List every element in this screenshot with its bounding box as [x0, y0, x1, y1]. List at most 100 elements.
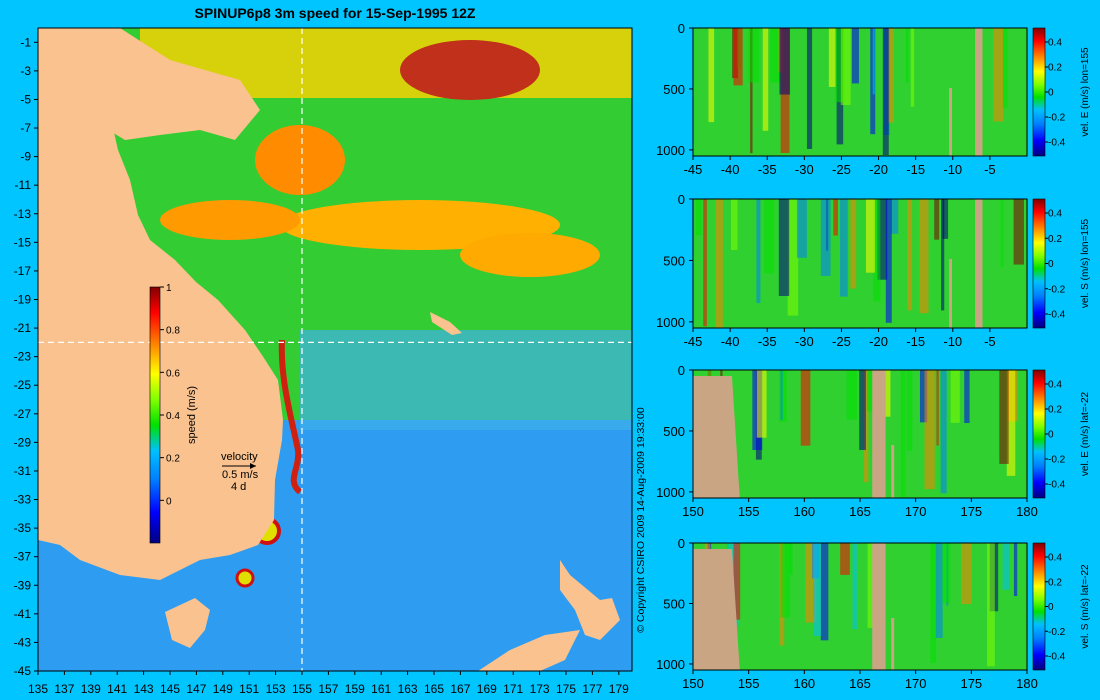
section-streak	[888, 28, 894, 123]
section-streak	[715, 199, 723, 328]
section-streak	[907, 199, 913, 311]
section-colorbar-tick-label: -0.4	[1048, 480, 1066, 491]
section-streak	[733, 28, 743, 86]
land-new-zealand-north	[560, 560, 620, 640]
section-streak	[762, 28, 769, 131]
section-frame	[692, 198, 1028, 329]
section-x-tick-label: -15	[906, 334, 925, 349]
section-colorbar-tick-label: 0	[1048, 88, 1054, 99]
section-panel-3: 150 155 160 165 170 175 180 0 500 1000 0.4 0.2 0 -0.2…	[656, 536, 1091, 691]
section-streak	[780, 370, 783, 421]
map-y-tick-label: -9	[20, 150, 31, 164]
map-colorbar-label: speed (m/s)	[186, 386, 198, 444]
section-panels: -45 -40 -35 -30 -25 -20 -15 -10 -5 0 500 1000 0.4 0.2…	[656, 21, 1091, 691]
section-land-peak	[949, 259, 953, 328]
map-frame	[37, 27, 633, 672]
section-streak	[940, 370, 947, 494]
map-y-tick-label: -7	[20, 121, 31, 135]
section-colorbar	[1032, 542, 1046, 671]
section-streak	[924, 370, 935, 490]
section-colorbar-tick-label: 0.2	[1048, 405, 1062, 416]
land-new-guinea	[38, 28, 260, 140]
section-x-tick-label: 160	[793, 504, 815, 519]
section-colorbar-tick-label: 0.2	[1048, 63, 1062, 74]
field-jet-5	[460, 233, 600, 277]
map-y-tick-label: -17	[14, 264, 32, 278]
section-streak	[986, 543, 995, 667]
section-streak	[756, 370, 767, 438]
section-streak	[796, 199, 807, 258]
section-streak	[863, 370, 869, 483]
section-streak	[805, 543, 817, 623]
field-jet-4	[160, 200, 300, 240]
section-colorbar-tick-label: 0	[1048, 602, 1054, 613]
map-y-tick-label: -15	[14, 235, 32, 249]
section-streak	[936, 370, 939, 446]
map-x-tick-label: 137	[54, 682, 74, 696]
map-x-tick-label: 171	[503, 682, 523, 696]
section-streak	[1000, 199, 1004, 268]
section-x-tick-label: 180	[1016, 504, 1038, 519]
map-x-tick-label: 157	[318, 682, 338, 696]
section-x-tick-label: 170	[905, 504, 927, 519]
section-land-west	[693, 376, 740, 498]
section-x-tick-label: 170	[905, 676, 927, 691]
section-y-tick-label: 0	[678, 363, 685, 378]
section-streak	[1002, 28, 1008, 108]
section-streak	[1006, 370, 1016, 476]
map-y-tick-label: -25	[14, 378, 32, 392]
section-streak	[852, 543, 857, 630]
section-colorbar-tick-label: 0	[1048, 259, 1054, 270]
field-jet-2	[255, 125, 345, 195]
map-x-tick-label: 145	[160, 682, 180, 696]
section-streak	[1013, 543, 1018, 597]
section-x-tick-label: 155	[738, 504, 760, 519]
section-colorbar-tick-label: 0.4	[1048, 380, 1062, 391]
section-land-peak	[949, 88, 953, 156]
section-x-tick-label: 165	[849, 504, 871, 519]
section-x-tick-label: -5	[984, 162, 996, 177]
section-colorbar-tick-label: -0.2	[1048, 113, 1066, 124]
map-x-tick-label: 135	[28, 682, 48, 696]
map-colorbar-tick-label: 0.4	[166, 411, 180, 422]
section-colorbar-tick-label: -0.2	[1048, 284, 1066, 295]
map-x-tick-label: 155	[292, 682, 312, 696]
section-colorbar-tick-label: 0.4	[1048, 209, 1062, 220]
map-y-tick-label: -19	[14, 292, 32, 306]
section-streak	[840, 543, 850, 575]
map-x-tick-label: 159	[345, 682, 365, 696]
section-x-tick-label: -30	[795, 334, 814, 349]
section-streak	[806, 28, 813, 149]
section-colorbar-tick-label: 0.4	[1048, 553, 1062, 564]
section-streak	[764, 199, 775, 274]
section-streak	[935, 543, 943, 638]
section-colorbar-label: vel. E (m/s) lon=155	[1080, 47, 1091, 137]
section-colorbar-tick-label: -0.4	[1048, 310, 1066, 321]
map-x-tick-label: 147	[186, 682, 206, 696]
section-x-tick-label: -10	[943, 162, 962, 177]
map-x-tick-label: 177	[582, 682, 602, 696]
section-streak	[890, 199, 899, 234]
map-y-tick-label: -41	[14, 607, 32, 621]
map-colorbar-tick-label: 0.2	[166, 454, 180, 465]
section-streak	[770, 28, 781, 83]
section-field	[693, 543, 1027, 670]
section-streak	[840, 199, 848, 297]
section-colorbar	[1032, 27, 1046, 157]
section-x-tick-label: 175	[960, 504, 982, 519]
land-new-caledonia	[430, 312, 462, 335]
section-land-ridge	[975, 199, 983, 328]
map-y-tick-label: -23	[14, 350, 32, 364]
section-streak	[833, 199, 838, 236]
section-y-tick-label: 500	[663, 253, 685, 268]
map-x-tick-label: 167	[450, 682, 470, 696]
map-y-tick-label: -13	[14, 207, 32, 221]
map-x-tick-label: 173	[530, 682, 550, 696]
section-streak	[930, 543, 937, 663]
section-streak	[703, 199, 707, 327]
map-x-tick-label: 169	[477, 682, 497, 696]
section-streak	[820, 543, 829, 641]
section-streak	[919, 370, 928, 423]
section-colorbar-tick-label: -0.4	[1048, 138, 1066, 149]
